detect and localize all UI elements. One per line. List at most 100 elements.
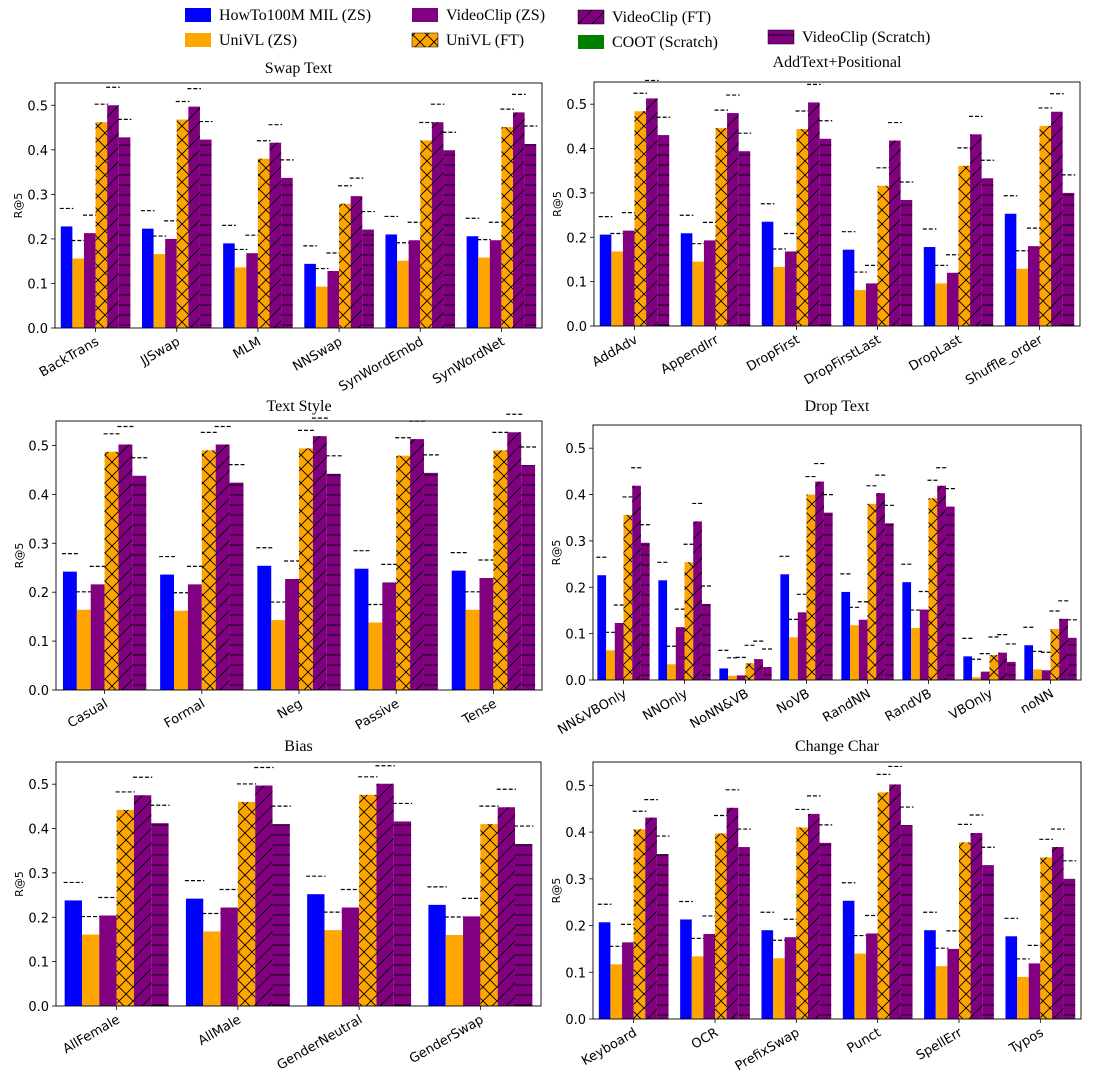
chart-title: Text Style <box>266 398 331 415</box>
y-tick-label: 0.2 <box>28 911 49 926</box>
chart-panel: Change Char R@5 0.0 0.1 0.2 0.3 0.4 0.5 Keyboard… <box>550 738 1082 1073</box>
bar-hatch <box>420 140 432 328</box>
bar-hatch <box>796 827 808 1019</box>
bar-hatch <box>480 824 498 1006</box>
bar-hatch <box>701 603 711 680</box>
bar <box>341 907 360 1006</box>
bar <box>902 582 912 680</box>
x-tick-label: MLM <box>231 334 264 362</box>
bar <box>680 919 692 1019</box>
y-axis-label: R@5 <box>550 540 563 566</box>
bar <box>81 934 100 1006</box>
y-tick-label: 0.1 <box>565 966 586 981</box>
bar-hatch <box>237 801 256 1006</box>
bar <box>924 930 936 1019</box>
bar-hatch <box>229 482 244 690</box>
x-tick-label: Formal <box>162 696 208 731</box>
bar-hatch <box>762 667 772 680</box>
bar-hatch <box>410 439 424 690</box>
bar <box>271 620 286 690</box>
bar-hatch <box>188 106 200 328</box>
bar <box>397 260 409 328</box>
plot-frame <box>592 424 1082 681</box>
bar-hatch <box>132 475 147 690</box>
bar <box>478 257 490 328</box>
x-tick-label: GenderSwap <box>407 1012 486 1066</box>
bar <box>307 894 325 1006</box>
bar <box>185 898 204 1006</box>
y-tick-label: 0.3 <box>28 867 49 882</box>
bar <box>315 286 328 328</box>
bar <box>408 240 421 328</box>
bar <box>703 933 715 1019</box>
bar-hatch <box>513 112 525 329</box>
legend-swatch <box>578 35 604 49</box>
bar-hatch <box>900 200 913 326</box>
legend-item: COOT (Scratch) <box>578 34 718 51</box>
bar <box>368 622 383 690</box>
bar <box>610 964 623 1019</box>
y-tick-label: 0.5 <box>27 99 48 114</box>
bar-hatch <box>350 196 363 328</box>
bar-hatch <box>970 833 983 1019</box>
chart-title: AddText+Positional <box>773 54 902 71</box>
y-tick-label: 0.5 <box>28 439 49 454</box>
x-tick-label: NoVB <box>774 686 812 717</box>
legend-label: HowTo100M MIL (ZS) <box>219 7 371 24</box>
bar-hatch <box>95 122 108 328</box>
bar <box>780 574 790 680</box>
y-tick-label: 0.2 <box>566 231 587 246</box>
y-tick-label: 0.4 <box>565 489 586 504</box>
bar-hatch <box>1051 111 1063 326</box>
bar-hatch <box>255 785 273 1006</box>
bar <box>842 900 855 1019</box>
bar-hatch <box>118 444 133 690</box>
y-tick-label: 0.1 <box>27 277 48 292</box>
y-tick-label: 0.3 <box>565 535 586 550</box>
x-tick-label: RandVB <box>883 686 935 725</box>
bar-hatch <box>443 150 456 328</box>
bar-hatch <box>808 102 820 326</box>
bar-hatch <box>623 514 633 680</box>
bar <box>489 240 502 328</box>
bar-hatch <box>645 817 657 1019</box>
bar-hatch <box>726 807 739 1019</box>
bar-hatch <box>877 185 890 326</box>
bar-hatch <box>423 472 438 690</box>
legend-label: UniVL (ZS) <box>219 32 297 49</box>
x-tick-label: Typos <box>1006 1025 1046 1057</box>
bar <box>606 650 615 680</box>
y-tick-label: 0.2 <box>565 581 586 596</box>
bar-hatch <box>107 105 119 328</box>
bar <box>1033 669 1042 680</box>
y-tick-label: 0.3 <box>565 873 586 888</box>
x-tick-label: NNOnly <box>640 686 690 724</box>
bar <box>99 915 117 1006</box>
y-axis-label: R@5 <box>550 878 563 904</box>
x-tick-label: AddAdv <box>590 332 641 370</box>
bar-hatch <box>819 138 832 326</box>
bar <box>153 254 166 328</box>
bar <box>187 584 202 690</box>
bar-hatch <box>684 562 694 680</box>
chart-panel: Drop Text R@5 0.0 0.1 0.2 0.3 0.4 0.5 NN&VBOnly N… <box>550 398 1082 738</box>
bar <box>692 261 704 326</box>
bar <box>60 226 73 328</box>
bar <box>866 933 878 1019</box>
bar <box>76 609 91 690</box>
y-tick-label: 0.2 <box>565 920 586 935</box>
bar <box>614 622 624 680</box>
bar-hatch <box>727 113 739 327</box>
bar-hatch <box>633 829 646 1019</box>
plot-frame <box>55 761 542 1007</box>
bar <box>784 251 797 326</box>
legend-item: VideoClip (ZS) <box>412 7 545 24</box>
bar <box>1041 670 1051 680</box>
bar <box>83 233 96 328</box>
x-tick-label: Casual <box>65 696 110 731</box>
bar-hatch <box>201 450 216 690</box>
bar <box>382 582 397 690</box>
x-tick-label: DropFirstLast <box>802 332 884 388</box>
bar-hatch <box>299 448 313 690</box>
legend-swatch-hatch <box>412 33 438 47</box>
